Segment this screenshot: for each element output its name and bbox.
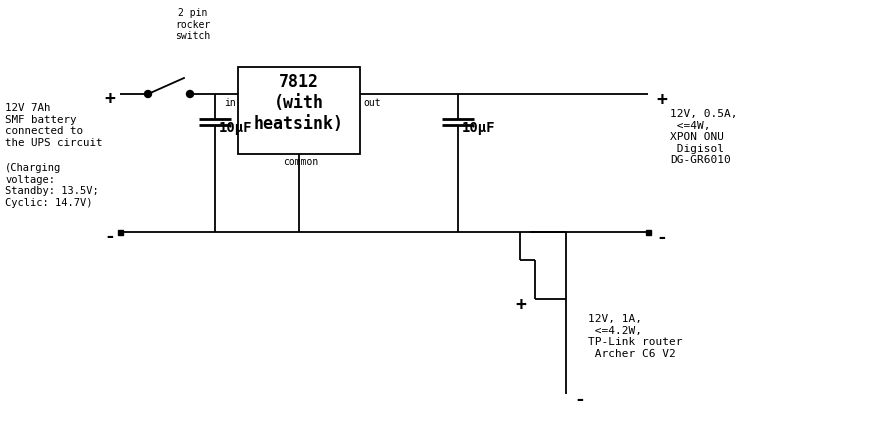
Circle shape: [186, 91, 193, 98]
Bar: [117, 230, 122, 235]
Text: 2 pin
rocker
switch: 2 pin rocker switch: [176, 8, 211, 41]
Text: 12V, 1A,
 <=4.2W,
TP-Link router
 Archer C6 V2: 12V, 1A, <=4.2W, TP-Link router Archer C…: [588, 313, 683, 358]
Text: in: in: [225, 98, 236, 108]
Circle shape: [144, 91, 151, 98]
Text: (Charging
voltage:
Standby: 13.5V;
Cyclic: 14.7V): (Charging voltage: Standby: 13.5V; Cycli…: [5, 163, 99, 207]
Text: common: common: [283, 157, 319, 167]
Text: 7812
(with
heatsink): 7812 (with heatsink): [254, 73, 344, 132]
Text: -: -: [574, 390, 585, 408]
Text: 10μF: 10μF: [219, 121, 253, 135]
Text: 12V, 0.5A,
 <=4W,
XPON ONU
 Digisol
DG-GR6010: 12V, 0.5A, <=4W, XPON ONU Digisol DG-GR6…: [670, 109, 738, 165]
Text: -: -: [656, 228, 667, 246]
Bar: [646, 230, 650, 235]
Text: +: +: [656, 91, 667, 109]
Text: 12V 7Ah
SMF battery
connected to
the UPS circuit: 12V 7Ah SMF battery connected to the UPS…: [5, 103, 102, 147]
Text: +: +: [516, 295, 526, 313]
Text: out: out: [363, 98, 380, 108]
Text: 10μF: 10μF: [462, 121, 496, 135]
Text: +: +: [104, 90, 115, 108]
Text: -: -: [104, 227, 115, 245]
Bar: [238, 68, 360, 155]
